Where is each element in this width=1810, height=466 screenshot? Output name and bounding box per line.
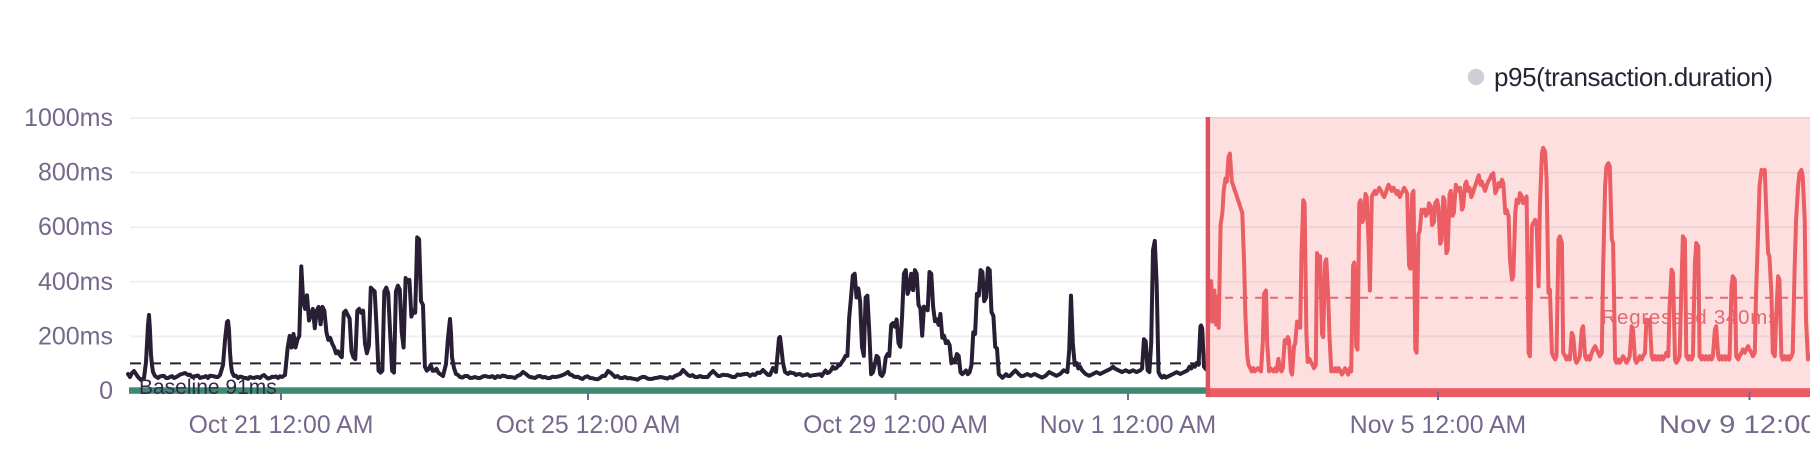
svg-text:Nov 5 12:00 AM: Nov 5 12:00 AM [1350,412,1526,439]
svg-text:1000ms: 1000ms [24,104,113,132]
svg-text:p95(transaction.duration): p95(transaction.duration) [1494,62,1773,92]
svg-text:600ms: 600ms [38,213,113,241]
svg-text:800ms: 800ms [38,159,113,187]
svg-text:Baseline 91ms: Baseline 91ms [139,376,277,399]
svg-text:0: 0 [99,377,113,405]
svg-text:200ms: 200ms [38,322,113,350]
svg-text:Nov 9 12:00 AM: Nov 9 12:00 AM [1659,412,1810,439]
svg-text:Nov 1 12:00 AM: Nov 1 12:00 AM [1040,412,1216,439]
svg-text:400ms: 400ms [38,268,113,296]
svg-text:Regressed 340ms: Regressed 340ms [1602,306,1780,329]
svg-text:Oct 21 12:00 AM: Oct 21 12:00 AM [189,412,374,439]
svg-text:Oct 25 12:00 AM: Oct 25 12:00 AM [496,412,681,439]
svg-text:Oct 29 12:00 AM: Oct 29 12:00 AM [803,412,988,439]
